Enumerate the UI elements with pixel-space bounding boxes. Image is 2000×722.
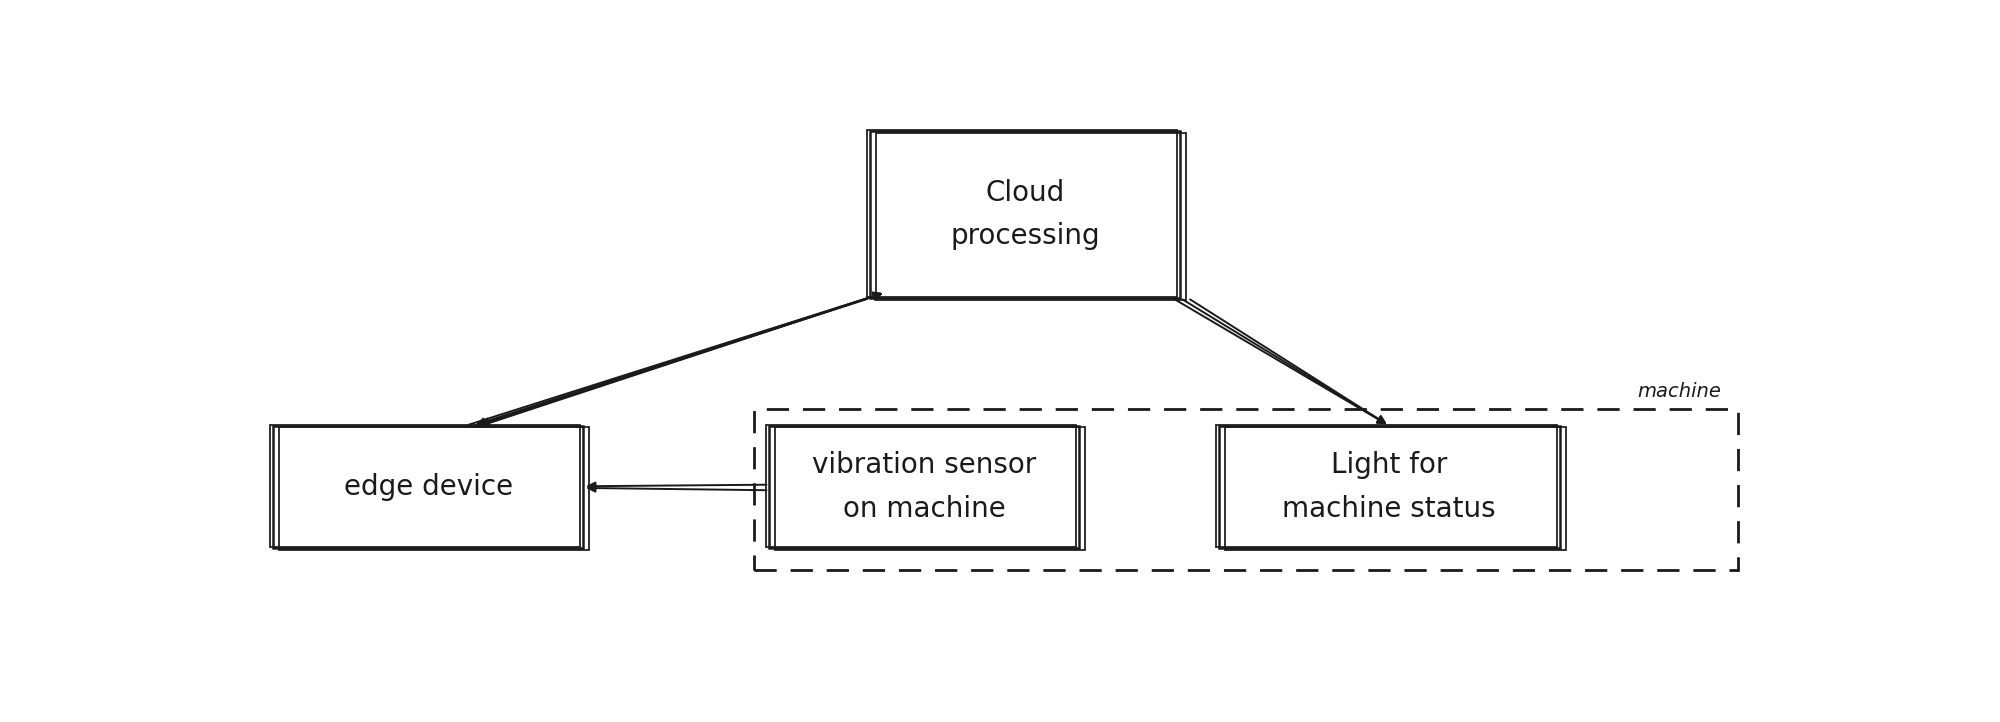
Bar [754, 409, 1738, 570]
Bar [274, 426, 584, 548]
Text: Light for
machine status: Light for machine status [1282, 451, 1496, 523]
Bar [280, 427, 590, 549]
Bar [876, 133, 1186, 300]
Text: edge device: edge device [344, 473, 512, 501]
Bar [870, 131, 1180, 298]
Text: machine: machine [1638, 382, 1722, 401]
Bar [1218, 426, 1560, 548]
Bar [770, 426, 1080, 548]
Bar [776, 427, 1086, 549]
Bar [270, 425, 580, 547]
Bar [1216, 425, 1556, 547]
Bar [866, 130, 1176, 297]
Text: Cloud
processing: Cloud processing [950, 179, 1100, 251]
Bar [766, 425, 1076, 547]
Bar [1224, 427, 1566, 549]
Text: vibration sensor
on machine: vibration sensor on machine [812, 451, 1036, 523]
